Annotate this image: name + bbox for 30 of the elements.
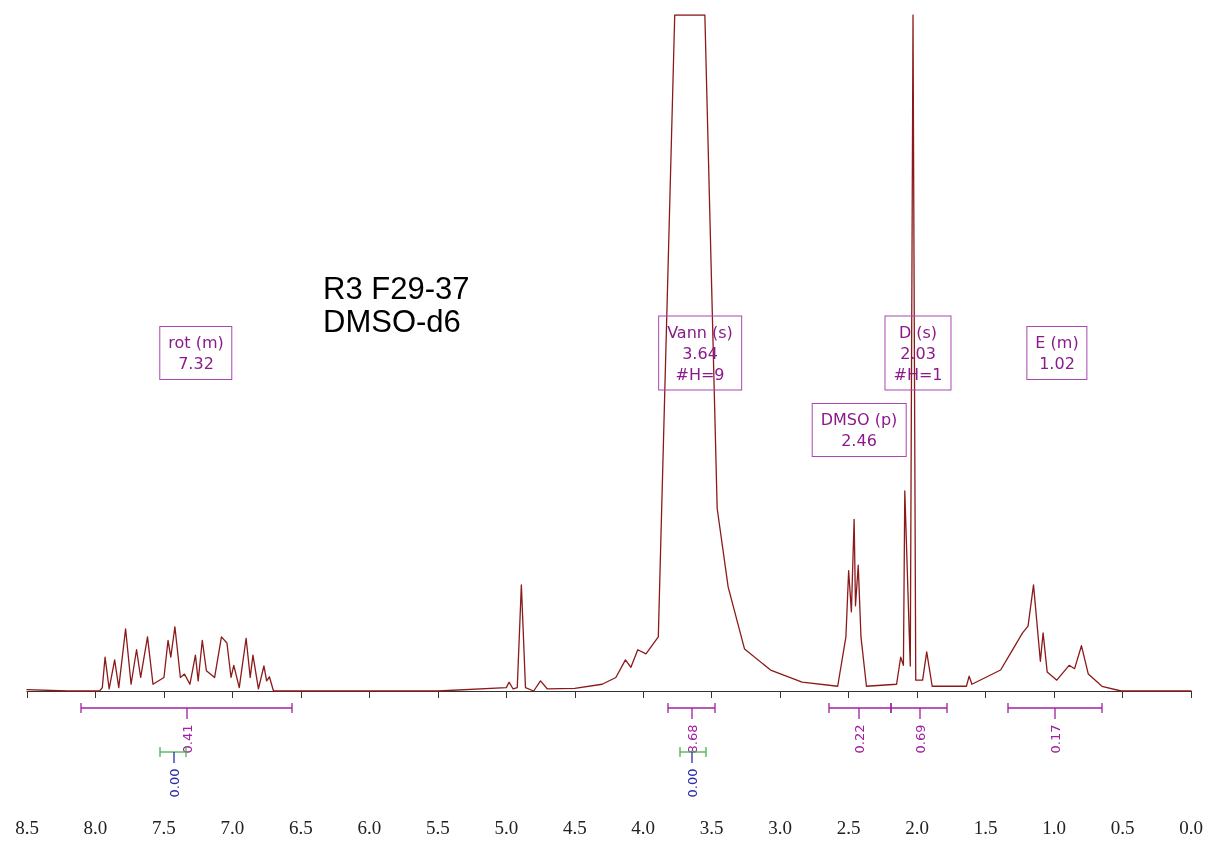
- text: 0.00: [684, 768, 700, 798]
- x-tick-label: 1.5: [973, 817, 998, 838]
- x-tick-label: 8.0: [83, 817, 108, 838]
- x-tick-label: 7.5: [152, 817, 176, 838]
- x-tick-label: 0.0: [1179, 817, 1203, 838]
- x-tick-label: 8.5: [15, 817, 39, 838]
- x-tick-label: 0.5: [1110, 817, 1135, 838]
- text: 8.68: [684, 724, 700, 754]
- x-tick-label: 2.0: [905, 817, 929, 838]
- x-tick-label: 6.0: [357, 817, 382, 838]
- x-tick-label: 6.5: [289, 817, 313, 838]
- text: DMSO-d6: [323, 304, 461, 339]
- annotation: DMSO (p) 2.46: [811, 403, 907, 457]
- text: 0.00: [166, 768, 182, 798]
- x-tick-label: 4.5: [562, 817, 587, 838]
- annotation: rot (m) 7.32: [159, 326, 233, 380]
- text: R3 F29-37: [323, 271, 470, 306]
- x-tick-label: 7.0: [220, 817, 245, 838]
- x-tick-label: 4.0: [631, 817, 656, 838]
- x-tick-label: 5.0: [494, 817, 519, 838]
- text: 0.22: [851, 724, 867, 754]
- text: 0.69: [912, 724, 928, 754]
- text: 0.41: [179, 724, 195, 754]
- x-tick-label: 3.0: [768, 817, 793, 838]
- text: 0.17: [1047, 724, 1063, 754]
- annotation: E (m) 1.02: [1026, 326, 1088, 380]
- x-tick-label: 1.0: [1042, 817, 1066, 838]
- x-tick-label: 3.5: [699, 817, 724, 838]
- x-tick-label: 2.5: [836, 817, 861, 838]
- x-tick-label: 5.5: [425, 817, 450, 838]
